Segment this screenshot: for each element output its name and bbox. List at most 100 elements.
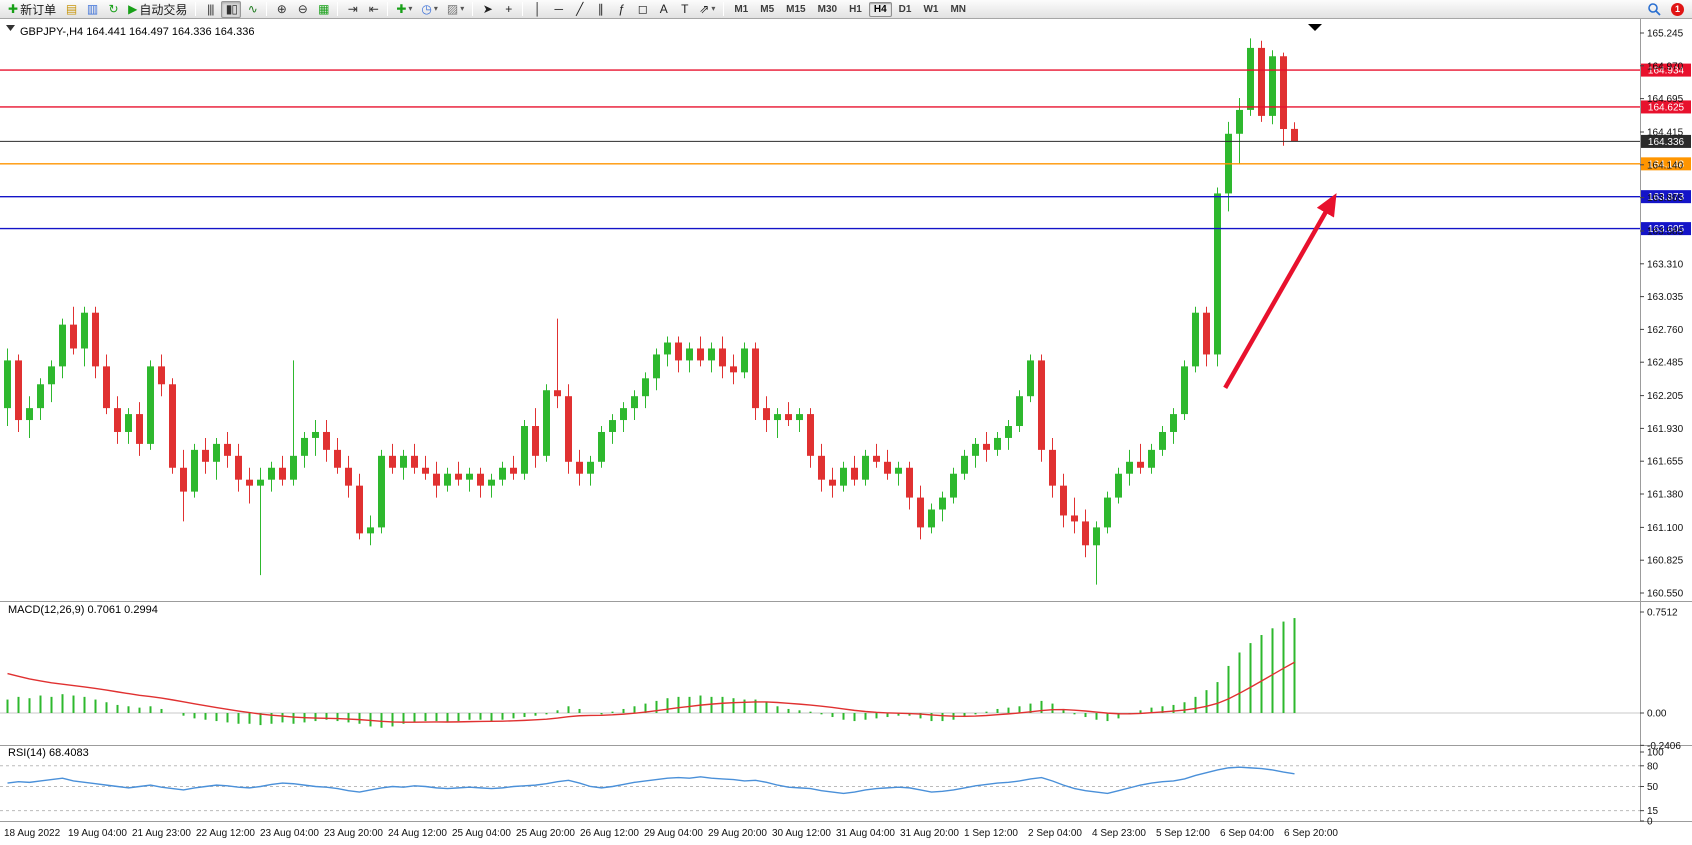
shapes-button[interactable]: ◻ <box>632 1 652 18</box>
templates-button[interactable]: ▨ ▾ <box>443 1 468 18</box>
toolbar-separator <box>195 2 197 16</box>
tile-windows-button[interactable]: ▦ <box>313 1 333 18</box>
timeframe-m30-button[interactable]: M30 <box>817 3 838 15</box>
horizontal-line-163.605-badge-label: 163.605 <box>1648 224 1685 235</box>
candle-body <box>620 408 627 421</box>
candle-body <box>422 467 429 474</box>
candle-body <box>873 455 880 462</box>
timeframe-h4-button[interactable]: H4 <box>868 1 892 17</box>
candle-body <box>664 342 671 355</box>
timeframe-w1-button[interactable]: W1 <box>923 3 939 15</box>
bar-chart-button[interactable]: ||| <box>200 1 220 18</box>
candle-body <box>829 479 836 486</box>
candle-body <box>1060 485 1067 516</box>
price-tick-label: 164.415 <box>1647 127 1684 138</box>
trend-arrow-annotation[interactable] <box>1223 193 1337 389</box>
chart-shift-button[interactable]: ⇤ <box>363 1 383 18</box>
crosshair-button[interactable]: + <box>498 1 518 18</box>
candle-body <box>576 461 583 474</box>
timeframe-toolbar: M1 M5 M15 M30 H1 H4 D1 W1 MN <box>728 1 972 17</box>
notification-badge[interactable]: 1 <box>1671 2 1684 16</box>
candle-body <box>895 467 902 474</box>
zoom-out-button[interactable]: ⊖ <box>292 1 312 18</box>
candle-body <box>477 473 484 486</box>
time-tick-label: 6 Sep 20:00 <box>1284 828 1338 839</box>
candle-body <box>180 467 187 492</box>
time-tick-label: 31 Aug 04:00 <box>836 828 895 839</box>
fibonacci-button[interactable]: ƒ <box>611 1 631 18</box>
search-icon <box>1648 3 1661 16</box>
price-tick-label: 160.550 <box>1647 589 1684 600</box>
candle-body <box>840 467 847 486</box>
arrows-button[interactable]: ⇗ ▾ <box>695 1 719 18</box>
chart-shift-icon: ⇤ <box>368 2 379 16</box>
candle-body <box>972 443 979 456</box>
indicators-button[interactable]: ✚ ▾ <box>392 1 416 18</box>
annotations[interactable] <box>1223 193 1337 389</box>
current-price-line-badge-label: 164.336 <box>1648 137 1685 148</box>
one-click-trading-arrow[interactable] <box>6 25 15 31</box>
candle-body <box>917 497 924 528</box>
candle-body <box>697 348 704 361</box>
timeframe-m1-button[interactable]: M1 <box>734 3 749 15</box>
horizontal-line-button[interactable]: ─ <box>548 1 568 18</box>
line-chart-button[interactable]: ∿ <box>242 1 262 18</box>
candle-body <box>4 360 11 409</box>
chart-title: GBPJPY-,H4 164.441 164.497 164.336 164.3… <box>20 26 254 38</box>
auto-scroll-button[interactable]: ⇥ <box>342 1 362 18</box>
zoom-in-button[interactable]: ⊕ <box>271 1 291 18</box>
toolbar-separator <box>522 2 524 16</box>
text-label-icon: T <box>681 2 688 16</box>
search-button[interactable] <box>1643 1 1665 18</box>
candle-body <box>1192 312 1199 367</box>
candle-body <box>950 473 957 498</box>
candle-body <box>1093 527 1100 546</box>
rsi-line <box>7 766 1295 795</box>
candle-body <box>235 455 242 480</box>
price-axis[interactable]: 165.245 164.970 164.695 164.415 164.140 163.8… <box>0 19 1692 822</box>
auto-trading-button[interactable]: ▶ 自动交易 <box>124 1 191 18</box>
candle-body <box>708 348 715 361</box>
horizontal-line-icon: ─ <box>554 2 563 16</box>
macd-signal-line <box>7 661 1295 723</box>
time-tick-label: 29 Aug 04:00 <box>644 828 703 839</box>
refresh-button[interactable]: ↻ <box>103 1 123 18</box>
periods-button[interactable]: ◷ ▾ <box>417 1 442 18</box>
macd-tick-label: 0.7512 <box>1647 608 1678 619</box>
candle-body <box>1115 473 1122 498</box>
horizontal-line-164.934-badge <box>1641 63 1691 77</box>
time-axis[interactable]: 18 Aug 2022 19 Aug 04:00 21 Aug 23:00 22 Au… <box>4 828 1338 839</box>
equidistant-channel-button[interactable]: ∥ <box>590 1 610 18</box>
timeframe-m15-button[interactable]: M15 <box>786 3 806 15</box>
vertical-line-button[interactable]: │ <box>527 1 547 18</box>
time-tick-label: 31 Aug 20:00 <box>900 828 959 839</box>
new-order-button[interactable]: ✚ 新订单 <box>4 1 60 18</box>
cursor-button[interactable]: ➤ <box>477 1 497 18</box>
candle-body <box>136 414 143 444</box>
timeframe-mn-button[interactable]: MN <box>950 3 967 15</box>
horizontal-line-objects[interactable]: 164.934 164.625 164.148 163.873 163.605 164.3… <box>0 63 1691 236</box>
auto-scroll-icon: ⇥ <box>347 2 358 16</box>
candlestick-chart-button[interactable]: ▮▯ <box>221 0 242 18</box>
timeframe-d1-button[interactable]: D1 <box>898 3 912 15</box>
rsi-tick-label: 50 <box>1647 782 1659 793</box>
time-tick-label: 23 Aug 20:00 <box>324 828 383 839</box>
templates-icon: ▨ <box>446 2 458 16</box>
timeframe-m5-button[interactable]: M5 <box>760 3 775 15</box>
text-button[interactable]: A <box>653 1 673 18</box>
timeframe-h1-button[interactable]: H1 <box>849 3 862 15</box>
trendline-button[interactable]: ╱ <box>569 1 589 18</box>
candle-body <box>1126 461 1133 474</box>
time-tick-label: 2 Sep 04:00 <box>1028 828 1082 839</box>
macd-panel: 0.7512 0.00 -0.2406 <box>0 608 1681 752</box>
candle-body <box>983 443 990 450</box>
candle-body <box>158 366 165 385</box>
market-watch-button[interactable]: ▤ <box>61 1 81 18</box>
candle-body <box>653 354 660 379</box>
scroll-to-end-marker[interactable] <box>1308 24 1322 31</box>
candle-body <box>587 461 594 474</box>
text-label-button[interactable]: T <box>674 1 694 18</box>
price-tick-label: 162.760 <box>1647 325 1684 336</box>
crosshair-icon: + <box>505 2 512 16</box>
data-window-button[interactable]: ▥ <box>82 1 102 18</box>
